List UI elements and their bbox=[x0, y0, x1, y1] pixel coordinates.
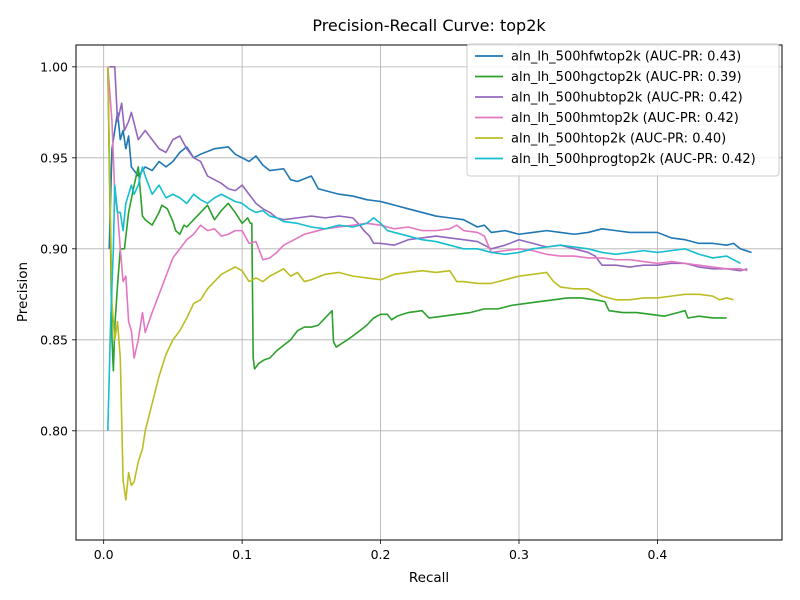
y-tick-label: 0.85 bbox=[40, 332, 68, 347]
chart-title: Precision-Recall Curve: top2k bbox=[312, 16, 546, 35]
series-line-3 bbox=[109, 66, 748, 272]
axis-ticks: 0.0 0.1 0.2 0.3 0.4 0.80 0.85 0.90 0.95 1.00 bbox=[40, 59, 667, 562]
x-tick-label: 0.1 bbox=[232, 547, 252, 562]
x-tick-label: 0.0 bbox=[94, 547, 114, 562]
series-line-5 bbox=[107, 66, 734, 501]
legend: aln_lh_500hfwtop2k (AUC-PR: 0.43) aln_lh_… bbox=[466, 43, 780, 177]
y-tick-label: 0.80 bbox=[40, 423, 68, 438]
legend-label: aln_lh_500hubtop2k (AUC-PR: 0.42) bbox=[511, 91, 743, 106]
legend-label: aln_lh_500htop2k (AUC-PR: 0.40) bbox=[511, 132, 726, 147]
x-axis-title: Recall bbox=[409, 570, 449, 586]
series-line-2 bbox=[107, 66, 727, 372]
x-tick-label: 0.4 bbox=[647, 547, 667, 562]
y-tick-label: 1.00 bbox=[40, 59, 68, 74]
x-tick-label: 0.2 bbox=[371, 547, 391, 562]
x-tick-label: 0.3 bbox=[509, 547, 529, 562]
legend-label: aln_lh_500hfwtop2k (AUC-PR: 0.43) bbox=[511, 50, 741, 65]
series-line-6 bbox=[107, 166, 741, 431]
series-line-1 bbox=[108, 111, 752, 254]
y-tick-label: 0.95 bbox=[40, 150, 68, 165]
legend-box bbox=[466, 43, 780, 177]
series-lines bbox=[107, 66, 752, 501]
series-line-4 bbox=[107, 66, 748, 359]
plot-frame bbox=[75, 44, 783, 541]
legend-label: aln_lh_500hprogtop2k (AUC-PR: 0.42) bbox=[511, 152, 756, 167]
y-tick-label: 0.90 bbox=[40, 241, 68, 256]
legend-label: aln_lh_500hgctop2k (AUC-PR: 0.39) bbox=[511, 70, 742, 85]
legend-label: aln_lh_500hmtop2k (AUC-PR: 0.42) bbox=[511, 111, 739, 126]
y-axis-title: Precision bbox=[15, 262, 31, 322]
